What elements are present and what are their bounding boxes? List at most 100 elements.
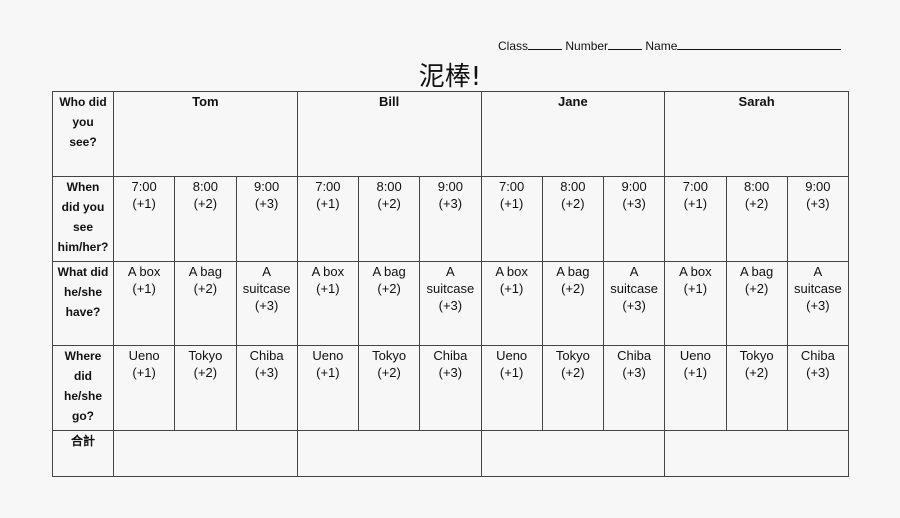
option-text: Chiba — [617, 348, 652, 363]
option-text: Tokyo — [372, 348, 407, 363]
option-points: (+1) — [132, 365, 156, 380]
option-cell[interactable]: 7:00 (+1) — [664, 176, 727, 262]
option-points: (+1) — [316, 281, 340, 296]
option-cell[interactable]: 9:00 (+3) — [786, 176, 850, 262]
option-cell[interactable]: Tokyo (+2) — [357, 345, 421, 431]
option-cell[interactable]: 8:00 (+2) — [541, 176, 605, 262]
option-cell[interactable]: Chiba (+3) — [602, 345, 666, 431]
option-cell[interactable]: A box (+1) — [664, 261, 727, 346]
option-points: (+2) — [561, 281, 585, 296]
option-cell[interactable]: A suitcase (+3) — [602, 261, 666, 346]
table-row: When did you see him/her? 7:00 (+1) 8:00 (+2… — [52, 176, 850, 262]
option-points: (+1) — [499, 281, 524, 296]
name-blank[interactable] — [677, 38, 842, 50]
option-points: (+1) — [499, 365, 524, 380]
person-header: Sarah — [664, 91, 849, 177]
option-cell[interactable]: Ueno (+1) — [664, 345, 727, 431]
table-row: Where did he/she go? Ueno (+1) Tokyo (+2) Chi… — [52, 345, 850, 431]
option-cell[interactable]: A suitcase (+3) — [419, 261, 482, 346]
option-cell[interactable]: A box (+1) — [296, 261, 360, 346]
total-cell[interactable] — [664, 430, 849, 477]
option-points: (+2) — [377, 281, 401, 296]
option-cell[interactable]: Ueno (+1) — [296, 345, 360, 431]
person-header: Bill — [296, 91, 482, 177]
option-text: A suitcase — [610, 264, 658, 296]
option-points: (+3) — [806, 196, 830, 211]
option-cell[interactable]: A bag (+2) — [357, 261, 421, 346]
table-row: Who did you see? Tom Bill Jane Sarah — [52, 91, 849, 177]
option-cell[interactable]: Tokyo (+2) — [541, 345, 605, 431]
class-blank[interactable] — [528, 38, 563, 50]
option-cell[interactable]: 7:00 (+1) — [112, 176, 176, 262]
option-cell[interactable]: A box (+1) — [112, 261, 176, 346]
option-text: A suitcase — [426, 264, 475, 296]
option-cell[interactable]: Tokyo (+2) — [174, 345, 237, 431]
page-title: 泥棒! — [418, 62, 482, 92]
option-cell[interactable]: A bag (+2) — [174, 261, 237, 346]
option-text: A bag — [556, 264, 590, 279]
option-points: (+2) — [193, 196, 218, 211]
option-points: (+1) — [132, 281, 156, 296]
option-cell[interactable]: Chiba (+3) — [235, 345, 298, 431]
total-cell[interactable] — [480, 430, 666, 477]
total-cell[interactable] — [296, 430, 482, 477]
option-points: (+2) — [377, 196, 401, 211]
option-text: A suitcase — [794, 264, 842, 296]
option-cell[interactable]: A bag (+2) — [725, 261, 788, 346]
option-points: (+1) — [499, 196, 524, 211]
option-cell[interactable]: 8:00 (+2) — [174, 176, 237, 262]
option-text: A suitcase — [242, 264, 291, 296]
row-label: Where did he/she go? — [52, 345, 114, 431]
option-cell[interactable]: Chiba (+3) — [419, 345, 482, 431]
total-cell[interactable] — [113, 430, 298, 477]
option-cell[interactable]: A box (+1) — [480, 261, 543, 346]
option-text: 7:00 — [682, 179, 709, 194]
option-text: A bag — [372, 264, 406, 279]
option-text: A box — [127, 264, 161, 279]
option-cell[interactable]: A suitcase (+3) — [235, 261, 298, 346]
option-cell[interactable]: 9:00 (+3) — [419, 176, 482, 262]
number-blank[interactable] — [608, 38, 643, 50]
option-cell[interactable]: 8:00 (+2) — [357, 176, 421, 262]
option-cell[interactable]: 7:00 (+1) — [480, 176, 543, 262]
option-cell[interactable]: 8:00 (+2) — [725, 176, 788, 262]
number-label: Number — [565, 39, 609, 53]
option-text: Tokyo — [555, 348, 590, 363]
option-points: (+1) — [683, 196, 708, 211]
option-text: A box — [679, 264, 712, 279]
option-text: 7:00 — [131, 179, 157, 194]
option-cell[interactable]: Ueno (+1) — [112, 345, 176, 431]
option-text: Chiba — [433, 348, 468, 363]
option-cell[interactable]: 7:00 (+1) — [296, 176, 360, 262]
name-label: Name — [645, 39, 678, 53]
option-text: Ueno — [312, 348, 344, 363]
option-points: (+3) — [806, 298, 830, 313]
row-label: 合計 — [52, 430, 114, 477]
option-text: 7:00 — [315, 179, 341, 194]
option-points: (+2) — [377, 365, 401, 380]
option-cell[interactable]: 9:00 (+3) — [235, 176, 298, 262]
table-row: 合計 — [52, 430, 849, 477]
option-points: (+3) — [622, 365, 646, 380]
option-points: (+3) — [254, 196, 279, 211]
row-label: Who did you see? — [52, 91, 114, 177]
option-cell[interactable]: Ueno (+1) — [480, 345, 543, 431]
option-text: 8:00 — [560, 179, 586, 194]
option-cell[interactable]: 9:00 (+3) — [602, 176, 666, 262]
option-text: 7:00 — [498, 179, 525, 194]
option-cell[interactable]: A suitcase (+3) — [786, 261, 850, 346]
option-points: (+3) — [438, 365, 463, 380]
option-cell[interactable]: Chiba (+3) — [786, 345, 850, 431]
class-label: Class — [498, 39, 529, 53]
row-label: When did you see him/her? — [52, 176, 114, 262]
option-text: Chiba — [800, 348, 835, 363]
option-cell[interactable]: A bag (+2) — [541, 261, 605, 346]
option-text: Ueno — [128, 348, 160, 363]
option-text: A box — [311, 264, 345, 279]
worksheet-table: Who did you see? Tom Bill Jane Sarah When did… — [52, 91, 850, 477]
option-points: (+2) — [744, 365, 769, 380]
option-text: A bag — [739, 264, 774, 279]
option-text: 8:00 — [376, 179, 402, 194]
option-cell[interactable]: Tokyo (+2) — [725, 345, 788, 431]
option-points: (+1) — [683, 281, 708, 296]
